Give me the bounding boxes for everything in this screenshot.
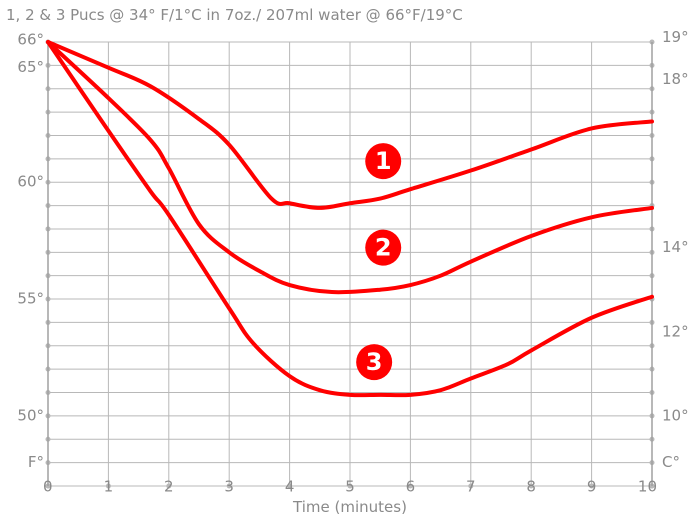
y-left-tick-label: 55° (17, 290, 44, 308)
x-tick-label: 0 (43, 478, 53, 496)
series-line-3 (46, 40, 654, 398)
x-tick-label: 4 (285, 478, 295, 496)
x-tick-label: 9 (587, 478, 597, 496)
x-tick-label: 2 (164, 478, 174, 496)
axis-dot (347, 483, 353, 489)
y-right-tick-label: 12° (662, 322, 689, 340)
x-tick-label: 10 (638, 478, 657, 496)
y-right-tick-label: 10° (662, 406, 689, 424)
series-line-2 (46, 40, 654, 295)
y-right-tick-label: 19° (662, 28, 689, 46)
x-axis-label: Time (minutes) (292, 498, 407, 516)
series-marker-1 (365, 143, 402, 180)
series-marker-3 (356, 344, 393, 381)
series-marker-label-2: 2 (375, 234, 392, 262)
x-tick-label: 5 (345, 478, 355, 496)
axis-dot (528, 483, 534, 489)
series-marker-label-3: 3 (366, 348, 383, 376)
series-markers: 1 2 3 (356, 143, 402, 381)
y-left-tick-label: 60° (17, 173, 44, 191)
tick-labels: 0 1 2 3 4 5 6 7 8 9 10 66° 65° 60° 55° 50° 19° 18° 14° 12° 1… (17, 28, 688, 496)
series-marker-2 (365, 229, 402, 266)
y-left-tick-label: 50° (17, 406, 44, 424)
x-tick-label: 6 (406, 478, 416, 496)
chart-title: 1, 2 & 3 Pucs @ 34° F/1°C in 7oz./ 207ml… (6, 6, 463, 24)
axis-dot (166, 483, 172, 489)
y-right-tick-label: 18° (662, 70, 689, 88)
left-axis-unit: F° (28, 453, 44, 471)
axis-dot (226, 483, 232, 489)
axis-dot (468, 483, 474, 489)
axis-dot (407, 483, 413, 489)
x-tick-label: 7 (466, 478, 476, 496)
y-left-tick-label: 66° (17, 31, 44, 49)
series-line-1 (46, 40, 654, 210)
axis-dot (589, 483, 595, 489)
x-tick-label: 8 (526, 478, 536, 496)
x-tick-label: 1 (104, 478, 114, 496)
series-lines (46, 40, 654, 398)
series-marker-label-1: 1 (375, 147, 392, 175)
y-right-tick-label: 14° (662, 238, 689, 256)
x-tick-label: 3 (224, 478, 234, 496)
axis-dot (105, 483, 111, 489)
axis-dot (287, 483, 293, 489)
y-left-tick-label: 65° (17, 58, 44, 76)
right-axis-unit: C° (662, 453, 680, 471)
grid (45, 39, 655, 489)
